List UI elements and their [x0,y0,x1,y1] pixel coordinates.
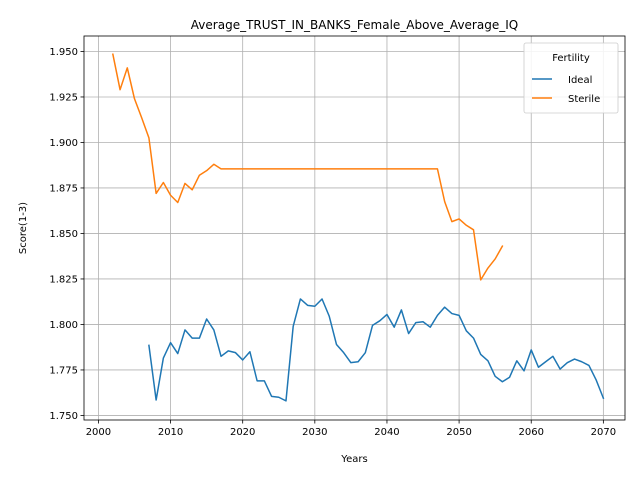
x-tick-label: 2050 [446,427,471,438]
y-tick-label: 1.925 [49,92,78,103]
legend-box [523,42,619,114]
y-tick-label: 1.825 [49,274,78,285]
x-tick-label: 2000 [86,427,111,438]
y-tick-label: 1.775 [49,365,78,376]
legend-label-sterile: Sterile [568,94,600,105]
x-tick-label: 2020 [230,427,255,438]
y-tick-label: 1.800 [49,320,78,331]
x-tick-label: 2030 [302,427,327,438]
legend: Fertility Ideal Sterile [523,42,619,114]
chart-title: Average_TRUST_IN_BANKS_Female_Above_Aver… [191,18,518,32]
legend-label-ideal: Ideal [568,75,592,86]
y-axis-label: Score(1-3) [18,202,29,254]
y-tick-label: 1.750 [49,411,78,422]
x-tick-label: 2060 [519,427,544,438]
x-tick-label: 2040 [374,427,399,438]
y-tick-label: 1.875 [49,183,78,194]
ticks: 2000 2010 2020 2030 2040 2050 2060 2070 1.750 1.7… [49,47,616,438]
series-lines [111,53,605,402]
legend-title: Fertility [552,53,590,64]
series-line-ideal [148,298,605,402]
x-tick-label: 2070 [591,427,616,438]
x-axis-label: Years [340,454,367,465]
x-tick-label: 2010 [158,427,183,438]
y-tick-label: 1.950 [49,47,78,58]
y-tick-label: 1.850 [49,229,78,240]
series-line-sterile [111,53,504,281]
axes-frame [83,35,626,421]
y-tick-label: 1.900 [49,138,78,149]
